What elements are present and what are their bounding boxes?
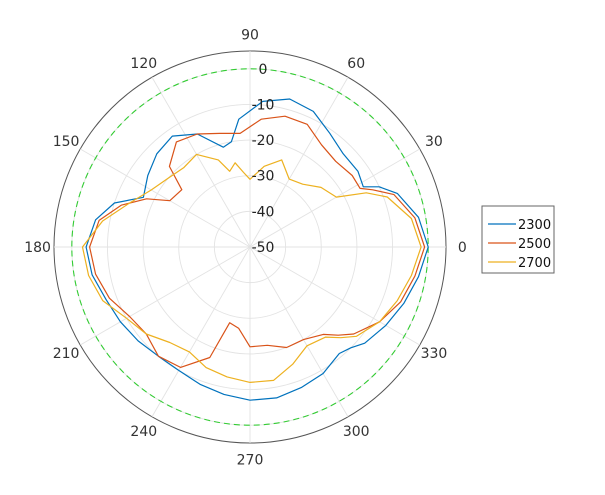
angle-tick-label: 240 <box>130 424 157 440</box>
angle-tick-label: 90 <box>241 28 259 44</box>
radius-tick-label: -50 <box>252 240 275 256</box>
grid-spoke <box>80 148 251 248</box>
legend-box <box>481 205 555 274</box>
angle-tick-labels: 0 30 60 90 120 150 180 210 240 270 300 330 <box>24 28 467 469</box>
radius-tick-label: -30 <box>252 169 275 185</box>
radius-tick-label: -20 <box>252 133 275 149</box>
angle-tick-label: 330 <box>421 346 448 362</box>
grid-spoke <box>249 77 349 248</box>
angle-tick-label: 210 <box>53 346 80 362</box>
angle-tick-label: 30 <box>425 134 443 150</box>
angular-grid <box>54 51 446 443</box>
legend-label-2700: 2700 <box>518 256 551 271</box>
legend-label-2300: 2300 <box>518 218 551 233</box>
angle-tick-label: 180 <box>24 240 51 256</box>
legend: 2300 2500 2700 <box>481 205 555 274</box>
grid-spoke <box>80 246 251 346</box>
angle-tick-label: 150 <box>53 134 80 150</box>
grid-spoke <box>249 246 420 346</box>
series-layer <box>81 98 429 401</box>
grid-spoke <box>151 246 251 417</box>
angle-tick-label: 120 <box>130 56 157 72</box>
radius-tick-labels: 0 -10 -20 -30 -40 -50 <box>252 62 275 256</box>
radius-tick-label: -40 <box>252 204 275 220</box>
radius-tick-label: 0 <box>259 62 268 78</box>
angle-tick-label: 270 <box>237 452 264 468</box>
angle-tick-label: 60 <box>347 56 365 72</box>
series-line-2500 <box>89 115 426 368</box>
angle-tick-label: 300 <box>343 424 370 440</box>
series-line-2700 <box>81 153 422 383</box>
radius-tick-label: -10 <box>252 97 275 113</box>
grid-spoke <box>249 246 349 417</box>
grid-spoke <box>249 148 420 248</box>
series-line-2300 <box>85 98 429 401</box>
angle-tick-label: 0 <box>458 240 467 256</box>
grid-spoke <box>151 77 251 248</box>
legend-label-2500: 2500 <box>518 237 551 252</box>
